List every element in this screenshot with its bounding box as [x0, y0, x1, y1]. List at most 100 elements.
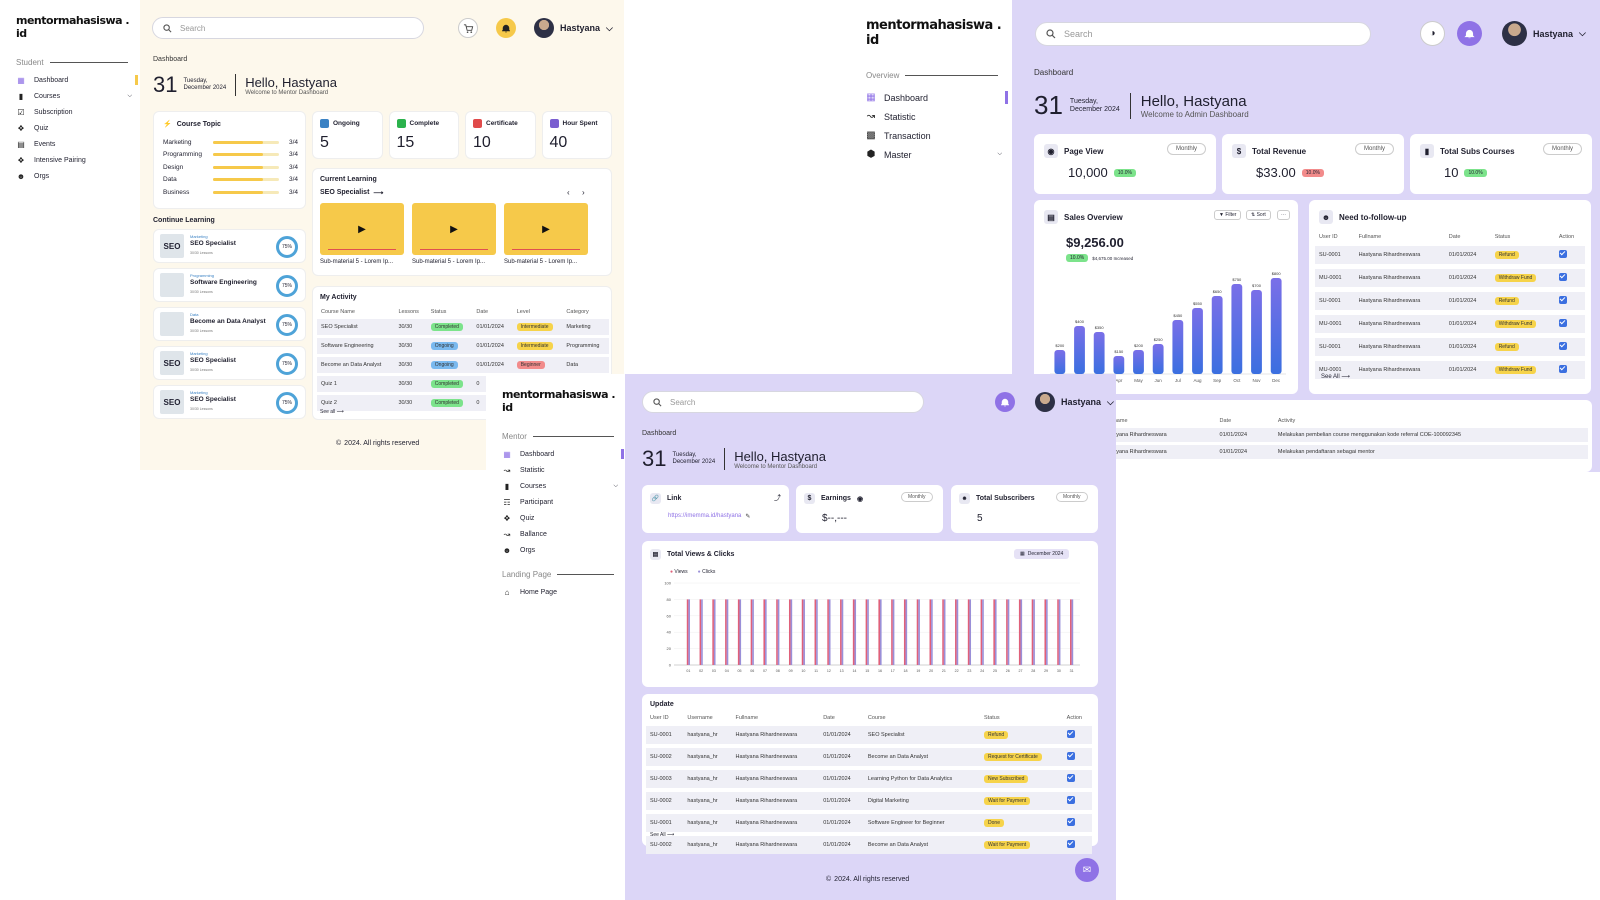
student-nav-courses[interactable]: ▮ Courses ⌵ [16, 88, 138, 104]
video-item[interactable]: ▶ Sub-material 5 - Lorem Ip... [412, 203, 496, 265]
student-search[interactable]: Search [152, 17, 424, 39]
sales-filter-button[interactable]: ▼ Filter [1214, 210, 1242, 220]
sales-more-button[interactable]: ⋯ [1277, 210, 1290, 220]
cart-button[interactable] [458, 18, 478, 38]
mentor-nav-participant[interactable]: ☶ Participant [502, 494, 624, 510]
table-row[interactable]: SU-0002 hastyana_hr Hastyana Rihardneswara… [646, 836, 1092, 854]
student-user-menu[interactable]: Hastyana ⌵ [534, 18, 613, 38]
table-row[interactable]: SU-0001 Hastyana Rihardneswara 01/01/2024 R… [1315, 246, 1585, 264]
activity-log-table: UsernameFullnameDateActivityhastyana_hrH… [1038, 414, 1588, 462]
admin-search[interactable]: Search [1035, 22, 1371, 46]
thumbnail-text: SEO [163, 397, 181, 407]
avatar [1502, 21, 1527, 46]
video-thumbnail: ▶ [412, 203, 496, 255]
followup-see-all[interactable]: See All ⟶ [1321, 374, 1350, 380]
admin-card-filter[interactable]: Monthly [1166, 143, 1206, 155]
table-row[interactable]: Quiz 2 30/30 Completed 0 [317, 395, 609, 411]
student-nav-subscription[interactable]: ☑ Subscription [16, 104, 138, 120]
views-bar-views [865, 599, 868, 665]
table-row[interactable]: MU-0001 Hastyana Rihardneswara 01/01/2024 W… [1315, 315, 1585, 333]
mentor-bell-button[interactable] [995, 392, 1015, 412]
action-checkbox[interactable] [1066, 818, 1075, 826]
link-url-row[interactable]: https://imemma.id/hastyana ✎ [668, 513, 750, 520]
action-checkbox[interactable] [1558, 250, 1567, 258]
share-icon[interactable]: ⤴ [774, 495, 781, 502]
continue-item[interactable]: Data Become an Data Analyst 30/30 Lessons 7… [153, 307, 306, 341]
mentor-nav-quiz[interactable]: ❖ Quiz [502, 510, 624, 526]
next-arrow-button[interactable]: › [582, 188, 585, 197]
mentor-nav-orgs[interactable]: ☻ Orgs [502, 542, 624, 558]
mentor-nav-dashboard[interactable]: ▦ Dashboard [502, 446, 624, 462]
sales-bar-label: $150 [1114, 349, 1124, 354]
eye-icon[interactable]: ◉ [856, 495, 864, 503]
table-row[interactable]: SU-0002 hastyana_hr Hastyana Rihardneswara… [646, 748, 1092, 766]
table-row[interactable]: SU-0001 Hastyana Rihardneswara 01/01/2024 R… [1315, 292, 1585, 310]
prev-arrow-button[interactable]: ‹ [567, 188, 570, 197]
continue-item[interactable]: Programming Software Engineering 30/30 Les… [153, 268, 306, 302]
earnings-filter[interactable]: Monthly [901, 492, 933, 502]
continue-item[interactable]: SEO Marketing SEO Specialist 30/30 Lessons 7… [153, 385, 306, 419]
views-date-filter[interactable]: ▦ December 2024 [1014, 549, 1070, 559]
admin-breadcrumb: Dashboard [1034, 68, 1074, 77]
table-row[interactable]: Become an Data Analyst 30/30 Ongoing 01/01/… [317, 357, 609, 373]
video-item[interactable]: ▶ Sub-material 5 - Lorem Ip... [320, 203, 404, 265]
admin-bell-button[interactable] [1457, 21, 1482, 46]
landing-nav-home-page[interactable]: ⌂ Home Page [502, 584, 624, 600]
student-nav-list: ▦ Dashboard ▮ Courses ⌵ ☑ Subscription ❖ Quiz ▤ Ev… [16, 72, 138, 184]
student-nav-intensive-pairing[interactable]: ❖ Intensive Pairing [16, 152, 138, 168]
action-checkbox[interactable] [1066, 730, 1075, 738]
table-row[interactable]: SU-0003 hastyana_hr Hastyana Rihardneswara… [646, 770, 1092, 788]
table-row[interactable]: SU-0002 hastyana_hr Hastyana Rihardneswara… [646, 792, 1092, 810]
student-nav-orgs[interactable]: ☻ Orgs [16, 168, 138, 184]
admin-nav-dashboard[interactable]: ▦ Dashboard [866, 88, 1008, 107]
mentor-search[interactable]: Search [642, 391, 924, 413]
action-checkbox[interactable] [1558, 296, 1567, 304]
mentor-nav-courses[interactable]: ▮ Courses ⌵ [502, 478, 624, 494]
continue-item[interactable]: SEO Marketing SEO Specialist 30/30 Lessons 7… [153, 346, 306, 380]
student-nav-quiz[interactable]: ❖ Quiz [16, 120, 138, 136]
table-row[interactable]: Software Engineering 30/30 Ongoing 01/01/20… [317, 338, 609, 354]
subscribers-filter[interactable]: Monthly [1056, 492, 1088, 502]
admin-card-filter[interactable]: Monthly [1542, 143, 1582, 155]
action-checkbox[interactable] [1558, 273, 1567, 281]
table-row[interactable]: SU-0001 hastyana_hr Hastyana Rihardneswara… [646, 726, 1092, 744]
action-checkbox[interactable] [1066, 796, 1075, 804]
chat-button[interactable]: ✉ [1075, 858, 1099, 882]
student-nav-dashboard[interactable]: ▦ Dashboard [16, 72, 138, 88]
admin-user-menu[interactable]: Hastyana ⌵ [1502, 21, 1586, 46]
table-row[interactable]: MU-0001 Hastyana Rihardneswara 01/01/2024 W… [1315, 269, 1585, 287]
action-checkbox[interactable] [1558, 342, 1567, 350]
table-row[interactable]: MU-0001 Hastyana Rihardneswara 01/01/2024 W… [1315, 361, 1585, 379]
admin-nav-statistic[interactable]: ↝ Statistic [866, 107, 1008, 126]
activity-see-all[interactable]: See all ⟶ [320, 409, 344, 415]
table-row[interactable]: SU-0001 Hastyana Rihardneswara 01/01/2024 R… [1315, 338, 1585, 356]
current-learning-course-link[interactable]: SEO Specialist ⟶ [320, 189, 383, 197]
admin-nav-transaction[interactable]: ▩ Transaction [866, 126, 1008, 145]
mentor-user-menu[interactable]: Hastyana ⌵ [1035, 392, 1114, 412]
continue-item[interactable]: SEO Marketing SEO Specialist 30/30 Lessons 7… [153, 229, 306, 263]
student-bell-button[interactable] [496, 18, 516, 38]
admin-card-filter[interactable]: Monthly [1354, 143, 1394, 155]
action-checkbox[interactable] [1066, 774, 1075, 782]
sales-total: $9,256.00 [1066, 235, 1124, 250]
action-checkbox[interactable] [1558, 319, 1567, 327]
arrow-right-icon: ⟶ [373, 190, 384, 197]
student-day: 31 [153, 72, 178, 97]
update-see-all[interactable]: See All ⟶ [650, 832, 675, 838]
admin-nav-master[interactable]: ⬢ Master ⌵ [866, 145, 1008, 164]
admin-theme-button[interactable]: ◑ [1420, 21, 1445, 46]
action-checkbox[interactable] [1066, 840, 1075, 848]
student-nav-label: Events [34, 140, 56, 148]
student-nav-events[interactable]: ▤ Events [16, 136, 138, 152]
video-item[interactable]: ▶ Sub-material 5 - Lorem Ip... [504, 203, 588, 265]
mentor-nav-statistic[interactable]: ↝ Statistic [502, 462, 624, 478]
table-row[interactable]: SU-0001 hastyana_hr Hastyana Rihardneswara… [646, 814, 1092, 832]
sales-sort-button[interactable]: ⇅ Sort [1246, 210, 1271, 220]
action-checkbox[interactable] [1558, 365, 1567, 373]
table-row[interactable]: SEO Specialist 30/30 Completed 01/01/2024 In… [317, 319, 609, 335]
admin-date-block: 31 Tuesday, December 2024 Hello, Hastyan… [1034, 90, 1249, 121]
action-checkbox[interactable] [1066, 752, 1075, 760]
mentor-nav-ballance[interactable]: ↝ Ballance [502, 526, 624, 542]
